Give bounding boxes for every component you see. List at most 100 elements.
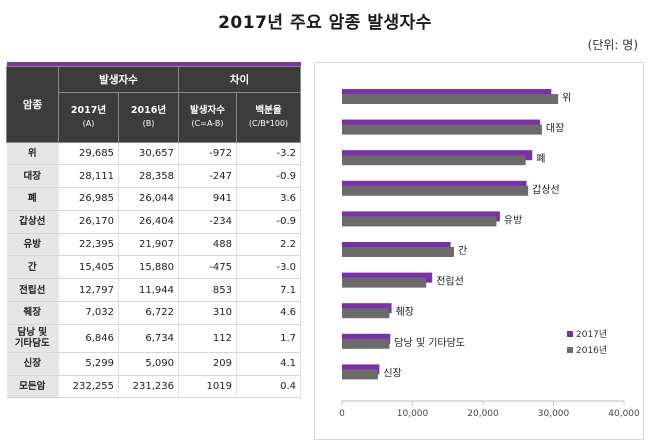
header-pct-label: 백분율 <box>255 105 282 116</box>
row-2016: 5,090 <box>118 352 179 376</box>
row-name: 위 <box>6 142 59 166</box>
table-row: 갑상선 26,170 26,404 -234 -0.9 <box>6 210 301 234</box>
row-2017: 26,170 <box>58 210 119 234</box>
page-title: 2017년 주요 암종 발생자수 <box>218 13 432 33</box>
row-name-line2: 기타담도 <box>14 338 50 350</box>
row-diff: 941 <box>178 187 237 211</box>
row-diff: -247 <box>178 164 237 189</box>
row-diff: 1019 <box>178 375 237 399</box>
row-pct: -3.2 <box>236 142 301 166</box>
row-name: 유방 <box>6 233 59 257</box>
table-row: 폐 26,985 26,044 941 3.6 <box>6 187 301 211</box>
row-2016: 6,722 <box>118 301 179 325</box>
row-name: 갑상선 <box>6 210 59 234</box>
bar-2016 <box>342 308 390 319</box>
row-pct: 7.1 <box>236 278 301 303</box>
cancer-table: 암종 발생자수 차이 2017년 (A) 2016년 (B) 발생자수 (C=A-B)… <box>6 62 301 399</box>
x-tick-label: 10,000 <box>397 409 429 419</box>
row-diff: 209 <box>178 352 237 376</box>
legend-swatch <box>567 347 573 353</box>
row-name: 모든암 <box>6 375 59 399</box>
row-diff: 853 <box>178 278 237 303</box>
row-diff: -475 <box>178 255 237 280</box>
table-row: 담낭 및 기타담도 6,846 6,734 112 1.7 <box>6 324 301 353</box>
row-diff: 488 <box>178 233 237 257</box>
bar-2016 <box>342 124 542 135</box>
row-diff: 112 <box>178 324 237 353</box>
row-2016: 28,358 <box>118 164 179 189</box>
bar-category-label: 갑상선 <box>532 184 560 196</box>
header-2016-label: 2016년 <box>130 105 167 116</box>
row-2016: 21,907 <box>118 233 179 257</box>
row-2016: 11,944 <box>118 278 179 303</box>
row-pct: 4.1 <box>236 352 301 376</box>
x-tick-label: 20,000 <box>467 409 499 419</box>
bar-2016 <box>342 277 427 288</box>
header-2016: 2016년 (B) <box>118 91 179 143</box>
row-diff: -972 <box>178 142 237 166</box>
bar-category-label: 위 <box>562 91 571 104</box>
bar-2016 <box>342 247 454 257</box>
row-2017: 28,111 <box>58 164 119 189</box>
header-diff: 발생자수 (C=A-B) <box>178 91 237 143</box>
x-tick-label: 40,000 <box>608 409 640 419</box>
bar-category-label: 담낭 및 기타담도 <box>394 337 465 349</box>
bar-chart: 위 대장 폐 갑상선 유방 간 전립선 췌장 담낭 및 기타담도 신장 0 10,000 20,000 3… <box>314 62 644 440</box>
row-pct: -0.9 <box>236 164 301 189</box>
table-row: 간 15,405 15,880 -475 -3.0 <box>6 255 301 280</box>
row-name: 신장 <box>6 352 59 376</box>
row-name: 담낭 및 기타담도 <box>6 324 59 353</box>
row-diff: -234 <box>178 210 237 234</box>
header-pct-sub: (C/B*100) <box>248 119 289 128</box>
row-diff: 310 <box>178 301 237 325</box>
row-name: 전립선 <box>6 278 59 303</box>
row-pct: 3.6 <box>236 187 301 211</box>
table-row: 모든암 232,255 231,236 1019 0.4 <box>6 375 301 399</box>
row-2017: 232,255 <box>58 375 119 399</box>
table-row: 전립선 12,797 11,944 853 7.1 <box>6 278 301 303</box>
bar-category-label: 대장 <box>546 123 564 135</box>
row-2017: 15,405 <box>58 255 119 280</box>
legend-swatch <box>567 331 573 337</box>
bar-2016 <box>342 369 378 380</box>
row-2016: 26,404 <box>118 210 179 234</box>
row-name: 췌장 <box>6 301 59 325</box>
header-pct: 백분율 (C/B*100) <box>236 91 301 143</box>
header-cancer: 암종 <box>6 65 59 143</box>
bar-category-label: 췌장 <box>396 306 414 318</box>
bar-2016 <box>342 185 529 196</box>
row-2016: 30,657 <box>118 142 179 166</box>
bar-category-label: 전립선 <box>436 275 464 288</box>
row-pct: 4.6 <box>236 301 301 325</box>
bar-category-label: 유방 <box>504 214 522 226</box>
row-2017: 12,797 <box>58 278 119 303</box>
table-row: 위 29,685 30,657 -972 -3.2 <box>6 142 301 166</box>
bar-category-label: 신장 <box>383 367 401 379</box>
table-row: 췌장 7,032 6,722 310 4.6 <box>6 301 301 325</box>
row-pct: 0.4 <box>236 375 301 399</box>
legend-label: 2016년 <box>576 345 607 356</box>
header-2017-label: 2017년 <box>70 105 107 116</box>
header-group-count: 발생자수 <box>58 65 179 93</box>
bar-category-label: 폐 <box>536 153 545 165</box>
row-pct: 1.7 <box>236 324 301 353</box>
header-diff-sub: (C=A-B) <box>191 119 224 128</box>
header-2017-sub: (A) <box>82 119 95 128</box>
x-tick-label: 30,000 <box>538 409 570 419</box>
unit-label: (단위: 명) <box>587 38 638 52</box>
table-accent-line <box>6 62 301 66</box>
row-pct: 2.2 <box>236 233 301 257</box>
row-name: 간 <box>6 255 59 280</box>
row-2017: 26,985 <box>58 187 119 211</box>
row-2016: 231,236 <box>118 375 179 399</box>
row-2016: 6,734 <box>118 324 179 353</box>
row-name-line1: 담낭 및 <box>17 327 48 339</box>
x-tick-label: 0 <box>339 409 345 419</box>
row-pct: -0.9 <box>236 210 301 234</box>
row-2017: 5,299 <box>58 352 119 376</box>
header-2017: 2017년 (A) <box>58 91 119 143</box>
row-pct: -3.0 <box>236 255 301 280</box>
bar-2016 <box>342 216 497 227</box>
row-name: 폐 <box>6 187 59 211</box>
